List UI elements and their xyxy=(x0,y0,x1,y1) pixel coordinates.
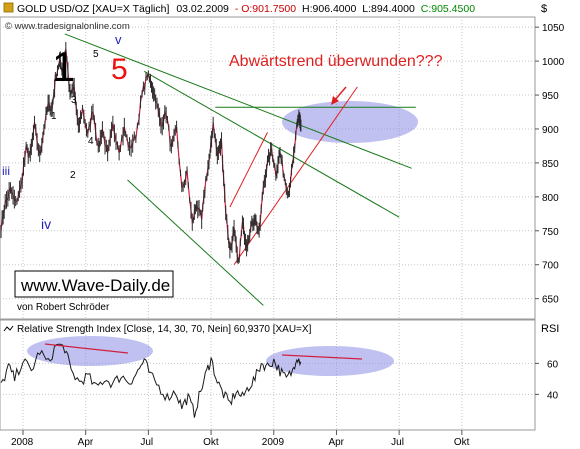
trend-arrow-head xyxy=(331,96,339,105)
watermark-text: www.Wave-Daily.de xyxy=(20,276,170,295)
rsi-icon xyxy=(3,325,14,332)
highlight-ellipse-rsi-left xyxy=(27,336,153,366)
highlight-ellipse-rsi-right xyxy=(266,346,394,376)
wave-label-small-5: 5 xyxy=(93,49,99,60)
time-tick-label-6: Jul xyxy=(391,437,404,448)
time-tick-label-0: 2008 xyxy=(11,437,34,448)
time-tick-label-3: Okt xyxy=(203,437,219,448)
wave-label-small-3: 3 xyxy=(71,95,77,106)
wave-label-1: 1 xyxy=(52,43,75,90)
wave-label-small-1: 1 xyxy=(51,111,57,122)
rsi-line xyxy=(0,343,302,418)
time-tick-label-7: Okt xyxy=(454,437,470,448)
trendline-red-5 xyxy=(229,132,268,208)
rsi-title: Relative Strength Index [Close, 14, 30, … xyxy=(17,324,312,335)
price-tick-label-750: 750 xyxy=(542,227,559,238)
price-tick-label-850: 850 xyxy=(542,159,559,170)
rsi-axis-label: RSI xyxy=(541,323,559,335)
price-tick-label-650: 650 xyxy=(542,295,559,306)
time-tick-label-5: Apr xyxy=(328,437,344,448)
price-tick-label-800: 800 xyxy=(542,193,559,204)
trendline-green-3 xyxy=(127,179,264,306)
wave-label-iv: iv xyxy=(41,216,51,232)
price-tick-label-900: 900 xyxy=(542,125,559,136)
wave-label-small-2: 2 xyxy=(70,170,76,181)
rsi-divergence-line-left xyxy=(44,343,129,354)
wave-label-iii: iii xyxy=(2,164,10,178)
currency-label: $ xyxy=(541,3,547,15)
time-tick-label-1: Apr xyxy=(78,437,94,448)
wave-label-5: 5 xyxy=(111,53,128,86)
trendline-green-0 xyxy=(64,33,412,169)
trendline-red-4 xyxy=(233,86,358,265)
price-tick-label-700: 700 xyxy=(542,261,559,272)
author-label: von Robert Schröder xyxy=(17,302,110,313)
time-tick-label-4: 2009 xyxy=(262,437,285,448)
wave-label-v: v xyxy=(115,32,122,47)
time-axis: 2008 Apr Jul Okt 2009 Apr Jul Okt xyxy=(11,430,470,448)
price-tick-label-1050: 1050 xyxy=(542,23,565,34)
price-series xyxy=(0,41,302,264)
watermark-box xyxy=(14,270,174,298)
price-tick-label-950: 950 xyxy=(542,91,559,102)
price-tick-label-1000: 1000 xyxy=(542,57,565,68)
highlight-ellipse-price xyxy=(282,101,418,143)
chart-title: GOLD USD/OZ [XAU=X Täglich] 03.02.2009 -… xyxy=(17,3,475,15)
gold-icon xyxy=(3,2,14,13)
rsi-divergence-line-right xyxy=(281,354,363,360)
wave-label-small-4: 4 xyxy=(88,136,94,147)
website-label: © www.tradesignalonline.com xyxy=(5,21,130,32)
price-axis: 650 700 750 800 850 900 950 1000 1050 xyxy=(535,23,565,306)
rsi-tick-label-40: 40 xyxy=(547,390,559,401)
trend-comment: Abwärtstrend überwunden??? xyxy=(229,53,443,70)
rsi-axis: 40 60 xyxy=(535,359,559,401)
price-panel-frame xyxy=(0,16,536,320)
rsi-series xyxy=(0,343,302,418)
rsi-tick-label-60: 60 xyxy=(547,359,559,370)
time-tick-label-2: Jul xyxy=(140,437,153,448)
